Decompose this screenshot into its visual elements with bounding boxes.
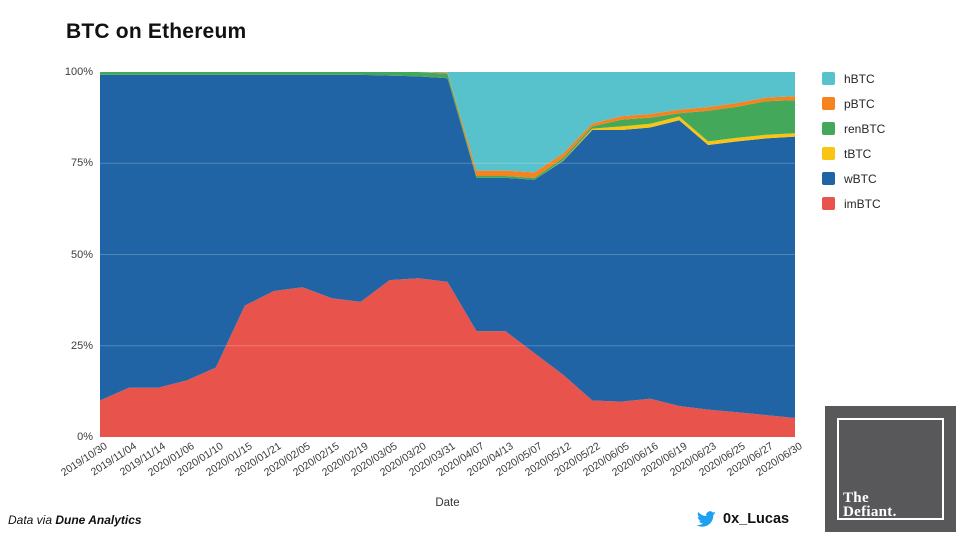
y-tick-label: 100% [64, 66, 93, 78]
legend-swatch-wBTC [822, 172, 835, 185]
legend-swatch-pBTC [822, 97, 835, 110]
legend-label: imBTC [844, 196, 881, 211]
y-tick-label: 25% [70, 339, 93, 352]
legend-item-tBTC: tBTC [822, 146, 885, 161]
twitter-icon [697, 511, 716, 527]
legend-swatch-tBTC [822, 147, 835, 160]
legend-label: renBTC [844, 121, 886, 136]
plot-area [100, 72, 795, 437]
page-title: BTC on Ethereum [66, 20, 247, 43]
area-wBTC [100, 74, 795, 419]
legend-label: pBTC [844, 96, 875, 111]
twitter-credit: 0x_Lucas [697, 511, 789, 527]
attribution-prefix: Data via [8, 513, 56, 527]
legend-item-hBTC: hBTC [822, 71, 885, 86]
y-tick-label: 50% [70, 248, 93, 261]
legend-swatch-hBTC [822, 72, 835, 85]
defiant-logo-line2: Defiant. [843, 504, 897, 520]
stacked-area-chart [100, 72, 795, 437]
defiant-logo: The Defiant. [825, 406, 956, 532]
legend-swatch-imBTC [822, 197, 835, 210]
attribution-source: Dune Analytics [55, 513, 142, 527]
defiant-logo-frame [837, 418, 944, 520]
defiant-logo-text: The Defiant. [843, 490, 897, 520]
y-tick-label: 0% [77, 431, 93, 443]
legend-item-renBTC: renBTC [822, 121, 885, 136]
legend-label: wBTC [844, 171, 877, 186]
attribution: Data via Dune Analytics [8, 513, 142, 527]
y-tick-label: 75% [70, 157, 93, 170]
legend-item-wBTC: wBTC [822, 171, 885, 186]
area-imBTC [100, 278, 795, 437]
chart-legend: hBTC pBTC renBTC tBTC wBTC imBTC [822, 71, 885, 221]
legend-item-pBTC: pBTC [822, 96, 885, 111]
defiant-logo-line1: The [843, 490, 869, 506]
area-hBTC [100, 72, 795, 173]
legend-label: tBTC [844, 146, 872, 161]
x-axis-title: Date [435, 497, 460, 509]
legend-swatch-renBTC [822, 122, 835, 135]
legend-item-imBTC: imBTC [822, 196, 885, 211]
twitter-handle: 0x_Lucas [723, 511, 790, 527]
legend-label: hBTC [844, 71, 875, 86]
